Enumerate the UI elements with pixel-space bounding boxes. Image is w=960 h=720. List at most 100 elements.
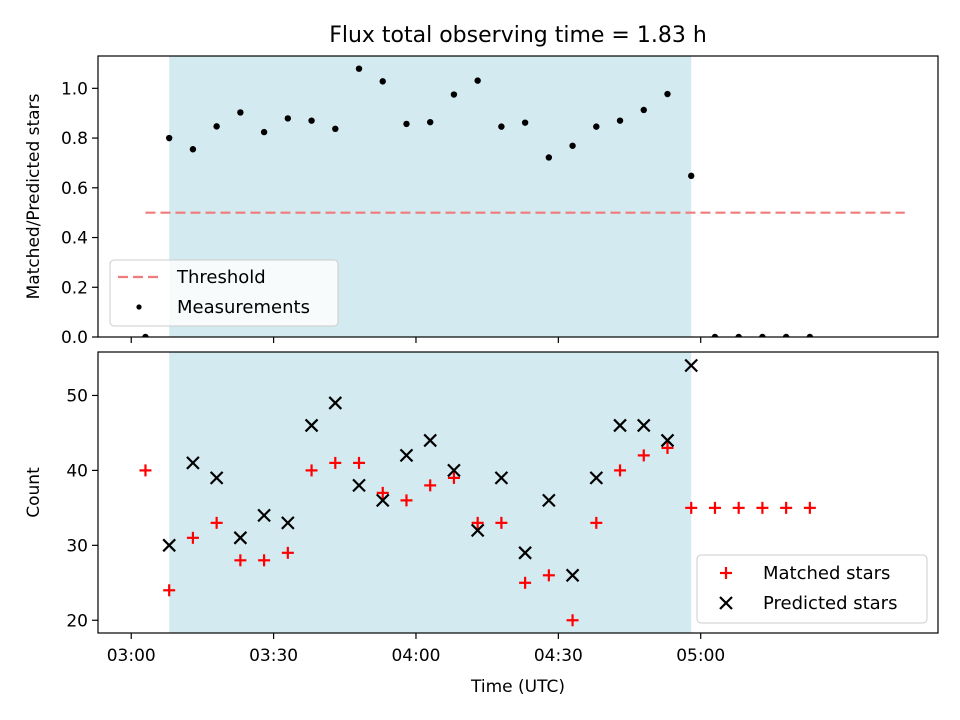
legend-matched-swatch (720, 567, 732, 579)
axes-frame (97, 351, 939, 634)
matched-star-point (400, 494, 413, 507)
predicted-star-point (518, 546, 532, 560)
matched-star-point (732, 501, 745, 514)
measurement-point (688, 172, 695, 180)
predicted-star-point (423, 433, 437, 448)
y-axis-label: Count (24, 467, 44, 518)
x-axis-label: Time (UTC) (470, 677, 565, 697)
legend-box (696, 554, 928, 624)
predicted-star-point (162, 538, 176, 553)
measurement-point (782, 333, 790, 337)
matched-star-point (139, 464, 152, 477)
y-tick-label: 0.0 (61, 328, 88, 348)
measurement-point (332, 125, 339, 133)
measurement-point (521, 119, 529, 126)
predicted-star-point (281, 516, 295, 530)
predicted-star-point (257, 508, 271, 523)
measurement-point (664, 90, 671, 98)
predicted-star-point (233, 531, 248, 545)
measurement-point (237, 109, 244, 116)
measurement-point (545, 154, 553, 161)
ratio-panel: 0.0 0.2 0.4 0.6 0.8 1.0 Matched/Predicted star… (24, 55, 939, 348)
matched-star-point (281, 546, 294, 559)
y-tick-label: 0.6 (61, 179, 88, 199)
predicted-star-point (470, 523, 485, 538)
matched-star-point (542, 569, 555, 582)
matched-star-point (780, 501, 793, 514)
legend-box (109, 259, 339, 327)
measurement-point (474, 77, 481, 84)
matched-star-point (210, 516, 223, 529)
legend-predicted-label: Predicted stars (763, 593, 897, 614)
x-tick-label: 04:00 (391, 646, 440, 666)
matched-star-point (258, 554, 271, 567)
predicted-star-point (613, 418, 627, 433)
matched-star-point (614, 464, 627, 477)
measurement-point (189, 146, 197, 153)
y-tick-label: 30 (66, 536, 88, 556)
measurement-point (640, 106, 647, 114)
legend-matched-label: Matched stars (763, 563, 890, 584)
axes-frame (97, 55, 939, 338)
matched-star-point (708, 501, 721, 514)
predicted-star-point (209, 471, 224, 485)
legend: Threshold Measurements (109, 259, 339, 327)
predicted-star-point (447, 463, 461, 478)
measurement-point (284, 115, 292, 122)
y-axis-label: Matched/Predicted stars (24, 93, 44, 299)
predicted-star-point (352, 478, 366, 493)
plot-area (142, 65, 905, 337)
predicted-star-point (328, 396, 343, 410)
count-panel: 20 30 40 50 Count 03:00 03:30 04:00 04:30 05:00 Ti… (24, 351, 939, 697)
x-tick-label: 03:30 (249, 646, 298, 666)
measurement-point (213, 123, 220, 130)
series-matched-stars (139, 441, 816, 627)
y-tick-label: 1.0 (61, 79, 88, 99)
matched-star-point (424, 479, 437, 492)
legend-threshold-label: Threshold (176, 267, 266, 288)
measurement-point (260, 128, 268, 136)
matched-star-point (685, 501, 698, 514)
measurement-point (450, 91, 458, 98)
matched-star-point (590, 516, 603, 529)
matched-star-point (376, 486, 389, 499)
measurement-point (711, 333, 719, 337)
predicted-star-point (399, 448, 414, 463)
predicted-star-point (589, 471, 604, 485)
measurement-point (616, 117, 624, 124)
x-tick-label: 03:00 (107, 646, 156, 666)
matched-star-point (234, 554, 247, 567)
figure-title: Flux total observing time = 1.83 h (329, 23, 707, 48)
matched-star-point (566, 614, 579, 627)
legend-measurement-swatch (136, 304, 142, 310)
measurement-point (498, 123, 505, 130)
predicted-star-point (684, 358, 698, 373)
x-tick-label: 05:00 (676, 646, 725, 666)
legend-measurement-label: Measurements (177, 297, 310, 318)
series-measurements (142, 65, 814, 337)
predicted-star-point (186, 456, 200, 470)
legend-predicted-swatch (719, 596, 733, 610)
matched-star-point (447, 471, 460, 484)
observing-window-shade (169, 352, 692, 633)
y-tick-label: 0.8 (61, 129, 88, 149)
predicted-star-point (636, 418, 651, 433)
x-tick-label: 04:30 (534, 646, 583, 666)
predicted-star-point (660, 433, 675, 448)
predicted-star-point (542, 493, 556, 508)
series-predicted-stars (162, 358, 698, 583)
measurement-point (308, 117, 315, 124)
measurement-point (355, 65, 363, 72)
measurement-point (569, 142, 576, 149)
predicted-star-point (565, 568, 580, 583)
matched-star-point (163, 584, 176, 597)
matched-star-point (186, 531, 199, 544)
plot-area (139, 358, 816, 627)
measurement-point (735, 333, 742, 337)
y-tick-label: 20 (66, 611, 88, 631)
predicted-star-point (304, 418, 319, 433)
matched-star-point (495, 516, 508, 529)
measurement-point (427, 118, 434, 126)
measurement-point (165, 134, 173, 142)
